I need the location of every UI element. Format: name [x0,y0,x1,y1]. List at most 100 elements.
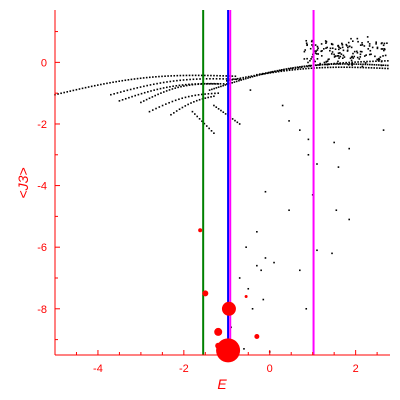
data-point [156,82,158,85]
data-point [152,83,155,86]
data-point [199,78,201,80]
data-point [356,52,359,54]
data-point [316,45,319,48]
data-point [224,113,227,115]
data-point [357,40,359,43]
data-point [234,119,236,122]
data-point [331,47,334,50]
data-point [213,87,215,90]
data-point [90,85,93,88]
data-point [272,71,274,74]
data-point [382,44,385,47]
data-point [368,43,371,45]
data-point [242,76,244,79]
data-point [131,95,133,98]
data-point [320,55,323,57]
data-point [361,44,364,46]
data-point [339,47,342,50]
data-point [315,50,318,52]
data-point [204,74,206,77]
data-point [222,84,224,87]
data-point [224,84,227,86]
data-point [345,61,347,64]
data-point [214,92,216,95]
data-point [375,43,377,45]
data-point [348,66,351,69]
data-point [147,91,149,93]
data-point [353,63,355,65]
data-point [347,63,350,66]
data-point [333,141,335,144]
data-point [161,104,164,107]
data-point [145,98,148,101]
data-point [159,82,162,84]
data-point [348,61,350,64]
data-point [243,348,245,350]
data-point [311,39,313,42]
data-point [306,65,309,68]
data-point [238,123,241,125]
data-point [362,66,365,69]
data-point [351,55,353,58]
data-point [307,138,310,141]
data-point [326,46,328,49]
data-point [334,55,337,57]
data-point [126,89,129,92]
data-point [384,64,387,67]
data-point [366,60,368,63]
data-point [320,43,323,45]
data-point [351,61,353,64]
data-point [310,58,312,60]
data-point [198,98,201,101]
data-point [190,102,192,104]
data-point [184,96,187,99]
data-point [216,74,218,77]
data-point [175,110,178,112]
data-point [189,78,191,81]
data-point [238,79,240,82]
data-point [364,62,367,64]
data-point [273,261,275,264]
data-point [329,47,332,50]
data-point [321,63,324,66]
data-point [217,83,220,85]
data-point [359,56,362,58]
data-point [124,97,127,100]
data-point [250,75,253,77]
data-point [311,44,313,46]
data-point [137,93,140,96]
data-point [133,87,135,90]
data-point [184,105,187,107]
data-point [259,73,261,75]
y-tick-label: -8 [37,304,47,316]
data-point [359,50,362,53]
data-point [307,153,310,156]
data-point [197,74,200,77]
data-point [194,74,197,77]
data-point [231,118,234,120]
data-point [217,92,220,94]
data-point [328,63,330,66]
y-tick-label: -6 [37,242,47,254]
data-point [346,50,349,52]
data-point [291,69,294,71]
data-point [354,61,356,63]
data-point [376,47,379,50]
data-point [337,60,339,63]
data-point [316,249,318,252]
data-point [170,113,172,116]
data-point [371,46,374,49]
data-point [142,77,145,79]
data-point [119,91,122,93]
data-point [382,64,385,67]
data-point [380,64,383,67]
data-point [245,246,247,248]
data-point [208,89,211,91]
data-point [327,66,329,69]
data-point [307,67,310,70]
data-point [84,86,87,89]
data-point [376,58,378,61]
data-point [191,110,194,113]
data-point [116,92,119,94]
data-point [179,74,182,77]
